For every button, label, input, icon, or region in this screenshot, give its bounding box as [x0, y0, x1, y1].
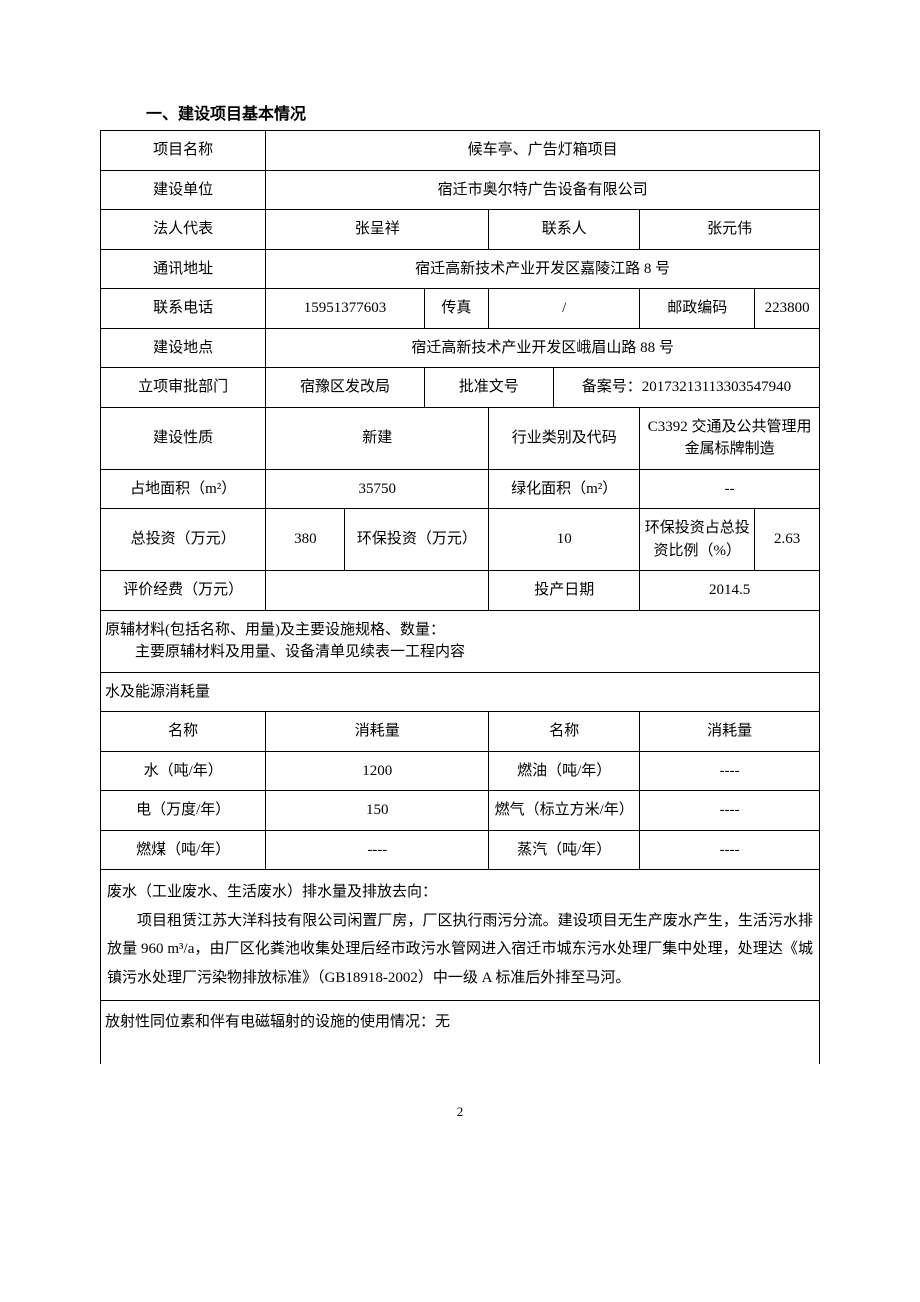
- label-address: 通讯地址: [101, 249, 266, 289]
- label-prod-date: 投产日期: [489, 571, 640, 611]
- value-land-area: 35750: [266, 469, 489, 509]
- table-row: 联系电话 15951377603 传真 / 邮政编码 223800: [101, 289, 820, 329]
- value-contact-person: 张元伟: [640, 210, 820, 250]
- label-project-name: 项目名称: [101, 131, 266, 171]
- value-legal-rep: 张呈祥: [266, 210, 489, 250]
- water-energy-heading: 水及能源消耗量: [101, 672, 820, 712]
- c1v1: 1200: [266, 751, 489, 791]
- table-row: 建设性质 新建 行业类别及代码 C3392 交通及公共管理用金属标牌制造: [101, 407, 820, 469]
- label-land-area: 占地面积（m²）: [101, 469, 266, 509]
- consume-header-row: 名称 消耗量 名称 消耗量: [101, 712, 820, 752]
- c2v2: ----: [640, 791, 820, 831]
- c1v2: ----: [640, 751, 820, 791]
- c2v1: 150: [266, 791, 489, 831]
- label-build-location: 建设地点: [101, 328, 266, 368]
- label-fax: 传真: [424, 289, 489, 329]
- wastewater-heading: 废水（工业废水、生活废水）排水量及排放去向：: [107, 878, 813, 907]
- materials-cell: 原辅材料(包括名称、用量)及主要设施规格、数量： 主要原辅材料及用量、设备清单见…: [101, 610, 820, 672]
- label-env-invest: 环保投资（万元）: [345, 509, 489, 571]
- table-row: 占地面积（m²） 35750 绿化面积（m²） --: [101, 469, 820, 509]
- c3n2: 蒸汽（吨/年）: [489, 830, 640, 870]
- label-postcode: 邮政编码: [640, 289, 755, 329]
- value-postcode: 223800: [755, 289, 820, 329]
- label-phone: 联系电话: [101, 289, 266, 329]
- label-build-nature: 建设性质: [101, 407, 266, 469]
- label-approval-no: 批准文号: [424, 368, 553, 408]
- value-prod-date: 2014.5: [640, 571, 820, 611]
- label-legal-rep: 法人代表: [101, 210, 266, 250]
- c3v1: ----: [266, 830, 489, 870]
- label-industry-code: 行业类别及代码: [489, 407, 640, 469]
- table-row: 建设地点 宿迁高新技术产业开发区峨眉山路 88 号: [101, 328, 820, 368]
- basic-info-table: 项目名称 候车亭、广告灯箱项目 建设单位 宿迁市奥尔特广告设备有限公司 法人代表…: [100, 130, 820, 1064]
- radiation-text: 放射性同位素和伴有电磁辐射的设施的使用情况：无: [101, 1001, 820, 1064]
- materials-row: 原辅材料(包括名称、用量)及主要设施规格、数量： 主要原辅材料及用量、设备清单见…: [101, 610, 820, 672]
- value-build-unit: 宿迁市奥尔特广告设备有限公司: [266, 170, 820, 210]
- consume-row: 电（万度/年） 150 燃气（标立方米/年） ----: [101, 791, 820, 831]
- value-build-nature: 新建: [266, 407, 489, 469]
- label-build-unit: 建设单位: [101, 170, 266, 210]
- table-row: 项目名称 候车亭、广告灯箱项目: [101, 131, 820, 171]
- value-fax: /: [489, 289, 640, 329]
- value-total-invest: 380: [266, 509, 345, 571]
- value-env-invest: 10: [489, 509, 640, 571]
- table-row: 法人代表 张呈祥 联系人 张元伟: [101, 210, 820, 250]
- water-energy-heading-row: 水及能源消耗量: [101, 672, 820, 712]
- c3v2: ----: [640, 830, 820, 870]
- wastewater-body: 项目租赁江苏大洋科技有限公司闲置厂房，厂区执行雨污分流。建设项目无生产废水产生，…: [107, 907, 813, 993]
- label-approval-dept: 立项审批部门: [101, 368, 266, 408]
- c2n2: 燃气（标立方米/年）: [489, 791, 640, 831]
- value-approval-dept: 宿豫区发改局: [266, 368, 424, 408]
- wastewater-row: 废水（工业废水、生活废水）排水量及排放去向： 项目租赁江苏大洋科技有限公司闲置厂…: [101, 870, 820, 1001]
- value-eval-fee: [266, 571, 489, 611]
- value-green-area: --: [640, 469, 820, 509]
- consume-h-name1: 名称: [101, 712, 266, 752]
- materials-heading: 原辅材料(包括名称、用量)及主要设施规格、数量：: [105, 619, 815, 642]
- table-row: 评价经费（万元） 投产日期 2014.5: [101, 571, 820, 611]
- value-industry-code: C3392 交通及公共管理用金属标牌制造: [640, 407, 820, 469]
- c2n1: 电（万度/年）: [101, 791, 266, 831]
- label-contact-person: 联系人: [489, 210, 640, 250]
- label-env-ratio: 环保投资占总投资比例（%）: [640, 509, 755, 571]
- table-row: 建设单位 宿迁市奥尔特广告设备有限公司: [101, 170, 820, 210]
- wastewater-cell: 废水（工业废水、生活废水）排水量及排放去向： 项目租赁江苏大洋科技有限公司闲置厂…: [101, 870, 820, 1001]
- label-total-invest: 总投资（万元）: [101, 509, 266, 571]
- table-row: 通讯地址 宿迁高新技术产业开发区嘉陵江路 8 号: [101, 249, 820, 289]
- c1n1: 水（吨/年）: [101, 751, 266, 791]
- consume-row: 水（吨/年） 1200 燃油（吨/年） ----: [101, 751, 820, 791]
- value-address: 宿迁高新技术产业开发区嘉陵江路 8 号: [266, 249, 820, 289]
- page-number: 2: [100, 1104, 820, 1120]
- label-green-area: 绿化面积（m²）: [489, 469, 640, 509]
- value-env-ratio: 2.63: [755, 509, 820, 571]
- c1n2: 燃油（吨/年）: [489, 751, 640, 791]
- consume-h-name2: 名称: [489, 712, 640, 752]
- c3n1: 燃煤（吨/年）: [101, 830, 266, 870]
- value-approval-no: 备案号：20173213113303547940: [553, 368, 819, 408]
- table-row: 立项审批部门 宿豫区发改局 批准文号 备案号：20173213113303547…: [101, 368, 820, 408]
- section-title: 一、建设项目基本情况: [100, 100, 820, 124]
- value-build-location: 宿迁高新技术产业开发区峨眉山路 88 号: [266, 328, 820, 368]
- table-row: 总投资（万元） 380 环保投资（万元） 10 环保投资占总投资比例（%） 2.…: [101, 509, 820, 571]
- consume-h-amount1: 消耗量: [266, 712, 489, 752]
- materials-body: 主要原辅材料及用量、设备清单见续表一工程内容: [105, 641, 815, 664]
- radiation-row: 放射性同位素和伴有电磁辐射的设施的使用情况：无: [101, 1001, 820, 1064]
- label-eval-fee: 评价经费（万元）: [101, 571, 266, 611]
- consume-h-amount2: 消耗量: [640, 712, 820, 752]
- value-phone: 15951377603: [266, 289, 424, 329]
- value-project-name: 候车亭、广告灯箱项目: [266, 131, 820, 171]
- consume-row: 燃煤（吨/年） ---- 蒸汽（吨/年） ----: [101, 830, 820, 870]
